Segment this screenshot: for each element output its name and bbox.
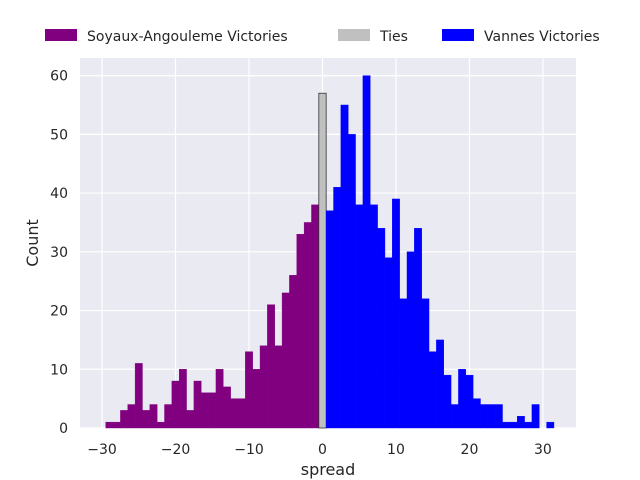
bar — [105, 421, 114, 429]
bar — [472, 398, 481, 429]
legend-label: Ties — [379, 29, 408, 45]
bar — [494, 404, 503, 429]
y-tick-label: 10 — [50, 362, 68, 378]
bar — [524, 421, 533, 429]
bar — [443, 374, 452, 429]
bar — [267, 304, 275, 429]
x-tick-label: −30 — [87, 442, 117, 458]
bar — [450, 404, 459, 429]
bar — [193, 380, 202, 429]
legend-swatch — [45, 29, 77, 41]
bars-group — [105, 75, 555, 429]
bar — [186, 410, 195, 429]
bar — [112, 421, 121, 429]
bar — [325, 210, 334, 429]
bar — [274, 345, 283, 429]
legend-swatch — [338, 29, 370, 41]
y-tick-labels: 0 10 20 30 40 50 60 — [50, 69, 68, 437]
bar — [303, 222, 312, 429]
bar — [348, 134, 356, 429]
bar — [487, 404, 496, 429]
bar — [392, 198, 400, 429]
bar — [384, 257, 393, 429]
bar — [127, 404, 136, 429]
bar — [458, 369, 466, 429]
y-tick-label: 0 — [59, 421, 68, 437]
bar — [142, 410, 151, 429]
bar — [355, 204, 364, 429]
bar — [156, 421, 165, 429]
bar — [237, 398, 246, 429]
bar — [531, 404, 540, 429]
bar — [245, 351, 253, 429]
bar — [509, 421, 518, 429]
bar — [120, 410, 128, 429]
bar — [546, 421, 555, 429]
bar — [377, 228, 386, 429]
bar — [208, 392, 217, 429]
y-tick-label: 60 — [50, 69, 68, 85]
bar — [252, 369, 261, 429]
y-tick-label: 40 — [50, 186, 68, 202]
bar — [171, 380, 180, 429]
bar — [465, 374, 474, 429]
y-tick-label: 30 — [50, 245, 68, 261]
bar — [362, 75, 371, 429]
legend-label: Soyaux-Angouleme Victories — [87, 29, 288, 45]
y-axis-label: Count — [23, 219, 42, 267]
bar — [215, 369, 224, 429]
bar — [502, 421, 511, 429]
bar — [259, 345, 268, 429]
bar — [281, 292, 290, 429]
y-tick-label: 20 — [50, 304, 68, 320]
bar — [230, 398, 239, 429]
bar — [149, 404, 158, 429]
bar — [406, 251, 415, 429]
bar — [428, 351, 437, 429]
bar — [296, 233, 305, 429]
bar — [201, 392, 209, 429]
x-tick-label: −20 — [161, 442, 191, 458]
bar — [178, 369, 187, 429]
bar — [318, 92, 327, 429]
bar — [134, 363, 143, 429]
bar — [421, 298, 430, 429]
legend: Soyaux-Angouleme Victories Ties Vannes Vic… — [45, 29, 600, 45]
bar — [223, 386, 231, 429]
bar — [340, 104, 349, 429]
bar — [311, 204, 320, 429]
bar — [414, 228, 422, 429]
bar — [436, 339, 444, 429]
x-tick-label: 30 — [534, 442, 552, 458]
bar — [164, 404, 173, 429]
legend-swatch — [442, 29, 474, 41]
x-tick-labels: −30 −20 −10 0 10 20 30 — [87, 442, 552, 458]
x-tick-label: 0 — [318, 442, 327, 458]
bar — [333, 187, 342, 429]
bar — [480, 404, 489, 429]
bar — [370, 204, 378, 429]
y-tick-label: 50 — [50, 127, 68, 143]
bar — [399, 298, 408, 429]
x-axis-label: spread — [301, 460, 356, 479]
x-tick-label: 10 — [387, 442, 405, 458]
bar — [289, 275, 297, 429]
x-tick-label: 20 — [461, 442, 479, 458]
x-tick-label: −10 — [234, 442, 264, 458]
legend-label: Vannes Victories — [484, 29, 600, 45]
bar — [517, 416, 525, 429]
